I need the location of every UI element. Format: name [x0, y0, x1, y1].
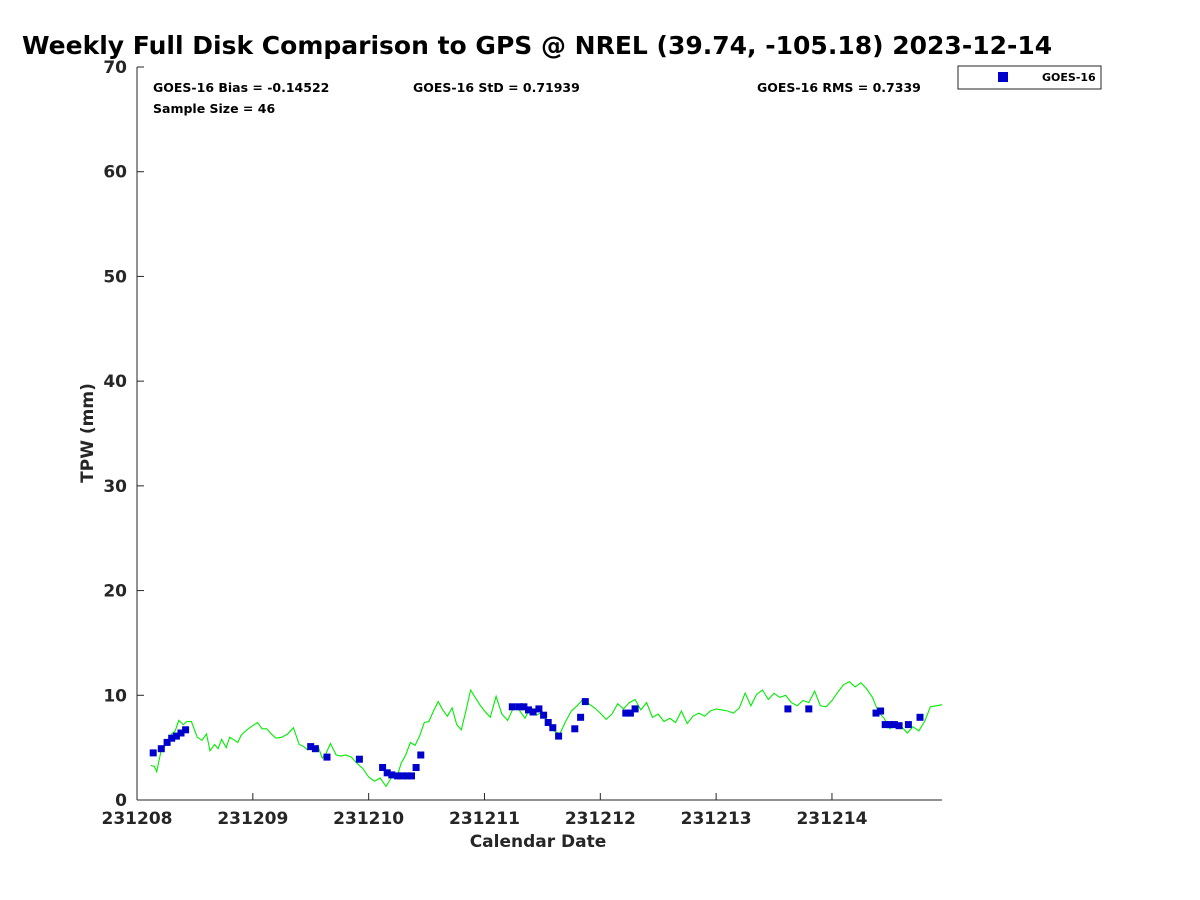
chart-title: Weekly Full Disk Comparison to GPS @ NRE… [22, 31, 1052, 60]
legend-marker [998, 72, 1008, 82]
plot-area [136, 67, 942, 801]
goes16-point [891, 721, 898, 729]
x-tick-label: 231208 [102, 809, 173, 829]
goes16-point [515, 703, 523, 711]
x-tick-label: 231213 [681, 809, 752, 829]
goes16-point [916, 713, 924, 721]
goes16-point [525, 706, 532, 714]
goes16-point [881, 721, 889, 729]
goes16-point [895, 722, 903, 730]
goes16-point [398, 772, 406, 780]
goes16-point [577, 713, 585, 721]
x-tick-label: 231214 [796, 809, 867, 829]
goes16-point [168, 734, 176, 742]
goes16-point [872, 709, 880, 717]
legend-label-goes16: GOES-16 [1042, 71, 1096, 84]
legend-box [957, 65, 1102, 90]
y-tick-label: 50 [103, 267, 127, 287]
goes16-point [529, 708, 537, 716]
goes16-point [383, 769, 391, 777]
legend: GOES-16 [957, 65, 1102, 90]
goes16-point [379, 764, 387, 771]
goes16-point [149, 749, 157, 757]
goes16-point [886, 721, 894, 729]
goes16-point [311, 745, 319, 753]
goes16-point [182, 726, 190, 734]
x-axis-label: Calendar Date [470, 832, 607, 852]
goes16-point [520, 703, 528, 711]
goes16-point [403, 772, 411, 780]
stat-std: GOES-16 StD = 0.71939 [413, 80, 580, 95]
y-tick-label: 60 [103, 163, 127, 183]
x-axis: 231208 231209 231210 231211 231212 231213 2312… [102, 793, 868, 829]
goes16-point [805, 705, 813, 713]
y-axis: 0 10 20 30 40 50 60 70 [103, 58, 144, 811]
goes16-point [172, 732, 180, 740]
stat-sample-size: Sample Size = 46 [153, 101, 275, 116]
goes16-point [555, 732, 563, 740]
goes16-point [544, 719, 552, 726]
goes16-point [394, 772, 402, 780]
goes16-point [307, 743, 315, 751]
y-tick-label: 30 [103, 477, 127, 497]
goes16-point [904, 721, 912, 729]
y-axis-label: TPW (mm) [78, 383, 98, 483]
goes16-point [323, 753, 331, 761]
y-tick-label: 70 [103, 58, 127, 78]
x-tick-label: 231209 [217, 809, 288, 829]
gps-series-line [150, 681, 943, 788]
y-tick-label: 0 [115, 791, 127, 811]
goes16-point [508, 703, 516, 711]
goes16-point [163, 738, 171, 746]
goes16-point [540, 711, 548, 719]
goes16-point [535, 705, 543, 713]
y-tick-label: 10 [103, 686, 127, 706]
x-tick-label: 231210 [333, 809, 404, 829]
goes16-point [549, 724, 557, 732]
goes16-point [877, 707, 885, 715]
series-layer [149, 681, 943, 788]
goes16-point [417, 751, 425, 759]
goes16-point [355, 755, 363, 763]
stat-rms: GOES-16 RMS = 0.7339 [757, 80, 921, 95]
goes16-point [388, 771, 396, 779]
goes16-point [408, 772, 415, 780]
goes16-point [631, 705, 639, 713]
x-tick-label: 231212 [565, 809, 636, 829]
goes16-point [581, 698, 589, 706]
goes16-point [157, 745, 165, 753]
goes16-point [571, 725, 579, 733]
y-tick-label: 40 [103, 372, 127, 392]
x-tick-label: 231211 [449, 809, 520, 829]
goes16-point [412, 764, 420, 771]
goes16-point [626, 709, 634, 717]
goes16-point [622, 709, 630, 717]
stat-bias: GOES-16 Bias = -0.14522 [153, 80, 329, 95]
goes16-series [149, 698, 924, 780]
y-tick-label: 20 [103, 582, 127, 602]
goes16-point [784, 705, 792, 713]
goes16-point [177, 729, 185, 737]
